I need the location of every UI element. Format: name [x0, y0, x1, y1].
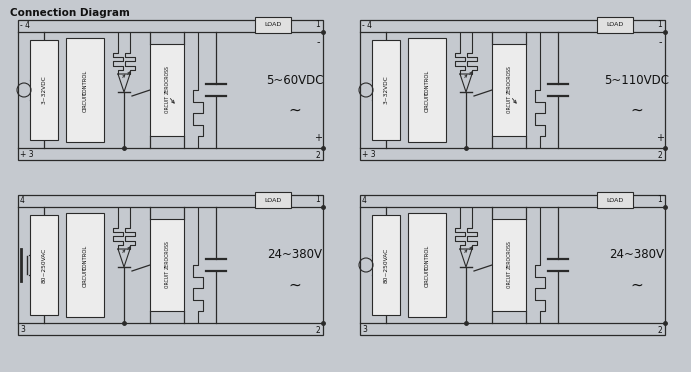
Text: - 4: - 4 — [362, 21, 372, 30]
Text: ZEROCROSS: ZEROCROSS — [507, 65, 511, 94]
Text: 5~60VDC: 5~60VDC — [266, 74, 324, 87]
Text: 4: 4 — [362, 196, 367, 205]
Text: +: + — [314, 133, 322, 143]
Bar — [18, 20, 323, 160]
Text: 4: 4 — [20, 196, 25, 205]
Bar — [18, 195, 323, 335]
Bar — [597, 192, 633, 208]
Text: -: - — [659, 37, 662, 47]
Text: LOAD: LOAD — [607, 198, 623, 202]
Bar — [30, 40, 58, 140]
Text: CIRCUIT: CIRCUIT — [82, 267, 88, 288]
Text: ZEROCROSS: ZEROCROSS — [164, 65, 169, 94]
Text: 2: 2 — [315, 151, 320, 160]
Text: 80~250VAC: 80~250VAC — [384, 247, 388, 283]
Text: CONTROL: CONTROL — [424, 69, 430, 94]
Text: 2: 2 — [657, 151, 662, 160]
Bar — [150, 219, 184, 311]
Bar — [408, 38, 446, 142]
Bar — [66, 38, 104, 142]
Text: 24~380V: 24~380V — [267, 248, 323, 262]
Text: 1: 1 — [657, 195, 662, 204]
Text: CIRCUIT: CIRCUIT — [164, 270, 169, 288]
Text: -: - — [316, 37, 320, 47]
Bar — [255, 192, 291, 208]
Bar — [408, 213, 446, 317]
Text: - 4: - 4 — [20, 21, 30, 30]
Bar — [360, 195, 665, 335]
Text: ~: ~ — [631, 103, 643, 118]
Text: 2: 2 — [315, 326, 320, 335]
Text: 3~32VDC: 3~32VDC — [41, 76, 46, 105]
Text: 3: 3 — [362, 325, 367, 334]
Bar — [255, 17, 291, 33]
Text: CONTROL: CONTROL — [424, 244, 430, 270]
Text: CIRCUIT: CIRCUIT — [164, 95, 169, 113]
Bar — [372, 40, 400, 140]
Text: + 3: + 3 — [362, 150, 376, 159]
Text: CIRCUIT: CIRCUIT — [507, 270, 511, 288]
Text: Connection Diagram: Connection Diagram — [10, 8, 130, 18]
Text: ZEROCROSS: ZEROCROSS — [507, 241, 511, 269]
Text: ZEROCROSS: ZEROCROSS — [164, 241, 169, 269]
Text: 1: 1 — [315, 20, 320, 29]
Bar — [360, 20, 665, 160]
Text: 1: 1 — [315, 195, 320, 204]
Text: +: + — [656, 133, 664, 143]
Text: ~: ~ — [289, 103, 301, 118]
Text: + 3: + 3 — [20, 150, 34, 159]
Text: 3~32VDC: 3~32VDC — [384, 76, 388, 105]
Text: CONTROL: CONTROL — [82, 244, 88, 270]
Bar — [66, 213, 104, 317]
Text: ~: ~ — [289, 278, 301, 292]
Bar — [492, 44, 526, 136]
Text: ~: ~ — [631, 278, 643, 292]
Text: LOAD: LOAD — [265, 22, 282, 28]
Text: 1: 1 — [657, 20, 662, 29]
Text: CIRCUIT: CIRCUIT — [424, 92, 430, 112]
Bar — [150, 44, 184, 136]
Text: CIRCUIT: CIRCUIT — [507, 95, 511, 113]
Text: 24~380V: 24~380V — [609, 248, 665, 262]
Text: 80~250VAC: 80~250VAC — [41, 247, 46, 283]
Text: 3: 3 — [20, 325, 25, 334]
Text: CIRCUIT: CIRCUIT — [424, 267, 430, 288]
Bar — [30, 215, 58, 315]
Text: 2: 2 — [657, 326, 662, 335]
Text: CIRCUIT: CIRCUIT — [82, 92, 88, 112]
Bar — [372, 215, 400, 315]
Bar — [597, 17, 633, 33]
Text: LOAD: LOAD — [265, 198, 282, 202]
Bar — [492, 219, 526, 311]
Text: LOAD: LOAD — [607, 22, 623, 28]
Text: CONTROL: CONTROL — [82, 69, 88, 94]
Text: 5~110VDC: 5~110VDC — [605, 74, 670, 87]
